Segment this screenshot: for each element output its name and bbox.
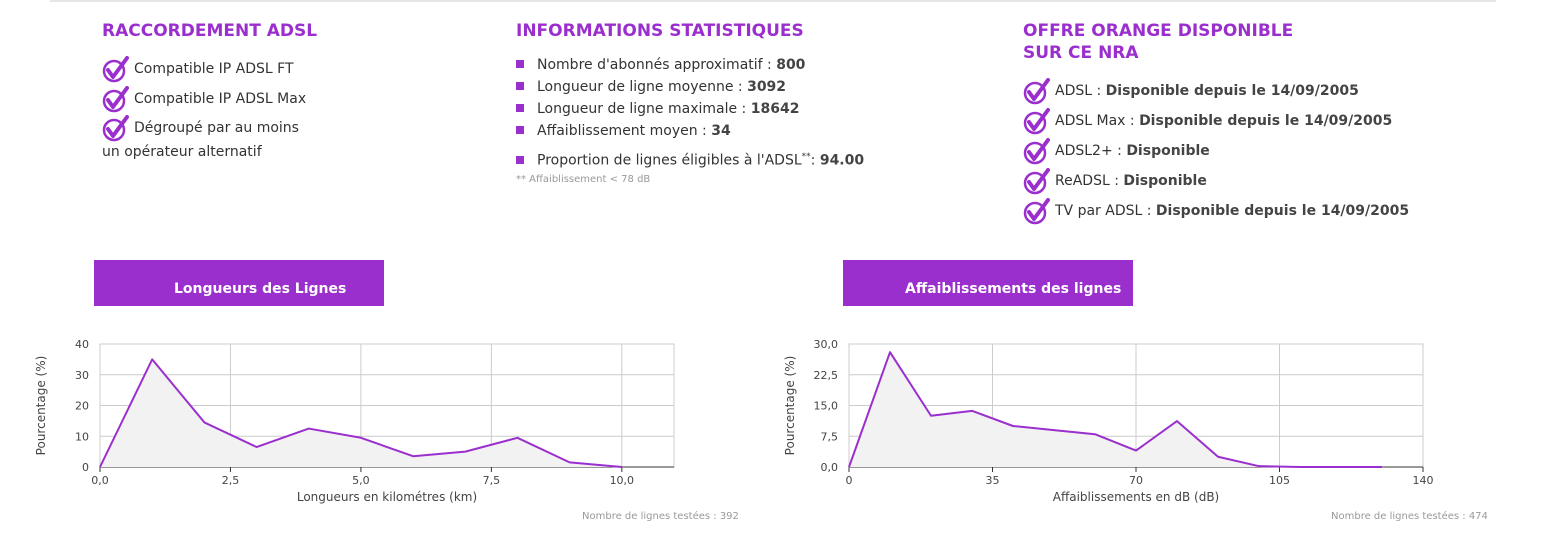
data-point	[360, 437, 362, 439]
list-item: Longueur de ligne moyenne : 3092	[516, 76, 864, 98]
x-tick-label: 105	[1269, 474, 1290, 487]
y-tick-label: 7,5	[821, 430, 839, 443]
list-item: Compatible IP ADSL Max	[102, 84, 317, 114]
top-divider	[50, 0, 1496, 2]
chart-tab-longueurs[interactable]: Longueurs des Lignes	[94, 260, 384, 306]
checkmark-icon	[1023, 167, 1050, 194]
x-tick-label: 35	[986, 474, 1000, 487]
x-tick-label: 140	[1413, 474, 1434, 487]
series-area	[100, 359, 622, 467]
data-point	[569, 461, 571, 463]
x-axis-label: Affaiblissements en dB (dB)	[1053, 490, 1219, 504]
data-point	[1217, 456, 1219, 458]
stats-list: Nombre d'abonnés approximatif : 800 Long…	[516, 54, 864, 172]
y-tick-label: 20	[75, 400, 89, 413]
series-line	[848, 351, 1382, 468]
checkmark-icon	[1023, 107, 1050, 134]
data-point	[971, 410, 973, 412]
raccordement-list: Compatible IP ADSL FT Compatible IP ADSL…	[102, 54, 317, 162]
checkmark-icon	[1023, 197, 1050, 224]
data-point	[1340, 466, 1342, 468]
data-point	[203, 421, 205, 423]
x-tick-label: 0,0	[91, 474, 109, 487]
list-item: Affaiblissement moyen : 34	[516, 120, 864, 142]
data-point	[151, 358, 153, 360]
data-point	[464, 451, 466, 453]
x-tick-label: 2,5	[222, 474, 240, 487]
list-item: Longueur de ligne maximale : 18642	[516, 98, 864, 120]
list-item: Nombre d'abonnés approximatif : 800	[516, 54, 864, 76]
list-item: ADSL Max : Disponible depuis le 14/09/20…	[1023, 106, 1409, 136]
data-point	[516, 437, 518, 439]
tested-count-longueurs: Nombre de lignes testées : 392	[582, 511, 739, 522]
stats-title: INFORMATIONS STATISTIQUES	[516, 21, 804, 41]
square-bullet-icon	[516, 126, 524, 134]
data-point	[1299, 466, 1301, 468]
x-tick-label: 0	[846, 474, 853, 487]
y-tick-label: 22,5	[814, 369, 839, 382]
item-label: Compatible IP ADSL FT	[134, 61, 294, 77]
y-tick-label: 15,0	[814, 400, 839, 413]
x-tick-label: 7,5	[483, 474, 501, 487]
y-tick-label: 10	[75, 430, 89, 443]
x-tick-label: 70	[1129, 474, 1143, 487]
data-point	[848, 466, 850, 468]
data-point	[1258, 465, 1260, 467]
chart-tab-affaiblissements[interactable]: Affaiblissements des lignes	[843, 260, 1133, 306]
list-item: Proportion de lignes éligibles à l'ADSL*…	[516, 142, 864, 172]
list-item: TV par ADSL : Disponible depuis le 14/09…	[1023, 196, 1409, 226]
y-axis-label: Pourcentage (%)	[34, 356, 48, 456]
data-point	[1094, 433, 1096, 435]
square-bullet-icon	[516, 104, 524, 112]
square-bullet-icon	[516, 82, 524, 90]
checkmark-icon	[102, 85, 129, 112]
square-bullet-icon	[516, 60, 524, 68]
offre-title: OFFRE ORANGE DISPONIBLE SUR CE NRA	[1023, 21, 1294, 63]
checkmark-icon	[1023, 77, 1050, 104]
data-point	[930, 415, 932, 417]
chart-longueurs: 0 10 20 30 40 0,0 2,5 5,0 7,5 10,0 Longueurs en ki…	[34, 338, 675, 504]
data-point	[1135, 450, 1137, 452]
square-bullet-icon	[516, 155, 524, 164]
list-item: Compatible IP ADSL FT	[102, 54, 317, 84]
x-tick-label: 5,0	[352, 474, 370, 487]
checkmark-icon	[1023, 137, 1050, 164]
tested-count-affaiblissements: Nombre de lignes testées : 474	[1331, 511, 1488, 522]
y-tick-label: 30	[75, 369, 89, 382]
chart-affaiblissements: 0,0 7,5 15,0 22,5 30,0 0 35 70 105 140 Affaiblisse…	[783, 338, 1434, 504]
y-tick-label: 40	[75, 338, 89, 351]
series-area	[849, 352, 1382, 467]
offre-section: OFFRE ORANGE DISPONIBLE SUR CE NRA ADSL :…	[1023, 20, 1409, 226]
data-point	[1012, 425, 1014, 427]
y-axis-label: Pourcentage (%)	[783, 356, 797, 456]
x-tick-label: 10,0	[610, 474, 635, 487]
list-item: Dégroupé par au moins un opérateur alter…	[102, 114, 317, 162]
list-item: ADSL2+ : Disponible	[1023, 136, 1409, 166]
data-point	[621, 466, 623, 468]
data-point	[412, 455, 414, 457]
y-tick-label: 0	[82, 461, 89, 474]
x-axis-label: Longueurs en kilométres (km)	[297, 490, 477, 504]
stats-section: INFORMATIONS STATISTIQUES Nombre d'abonn…	[516, 20, 864, 185]
data-point	[99, 466, 101, 468]
list-item: ReADSL : Disponible	[1023, 166, 1409, 196]
checkmark-icon	[102, 55, 129, 82]
data-point	[1053, 429, 1055, 431]
y-tick-label: 30,0	[814, 338, 839, 351]
data-point	[1381, 466, 1383, 468]
stats-footnote: ** Affaiblissement < 78 dB	[516, 174, 651, 185]
item-label-continued: un opérateur alternatif	[102, 144, 262, 160]
checkmark-icon	[102, 114, 129, 141]
item-label: Dégroupé par au moins	[134, 120, 299, 136]
item-label: Compatible IP ADSL Max	[134, 91, 307, 107]
raccordement-title: RACCORDEMENT ADSL	[102, 21, 318, 41]
data-point	[1176, 420, 1178, 422]
offre-list: ADSL : Disponible depuis le 14/09/2005 A…	[1023, 76, 1409, 226]
data-point	[308, 428, 310, 430]
raccordement-section: RACCORDEMENT ADSL Compatible IP ADSL FT …	[102, 20, 317, 162]
y-tick-label: 0,0	[821, 461, 839, 474]
data-point	[889, 351, 891, 353]
list-item: ADSL : Disponible depuis le 14/09/2005	[1023, 76, 1409, 106]
data-point	[256, 446, 258, 448]
